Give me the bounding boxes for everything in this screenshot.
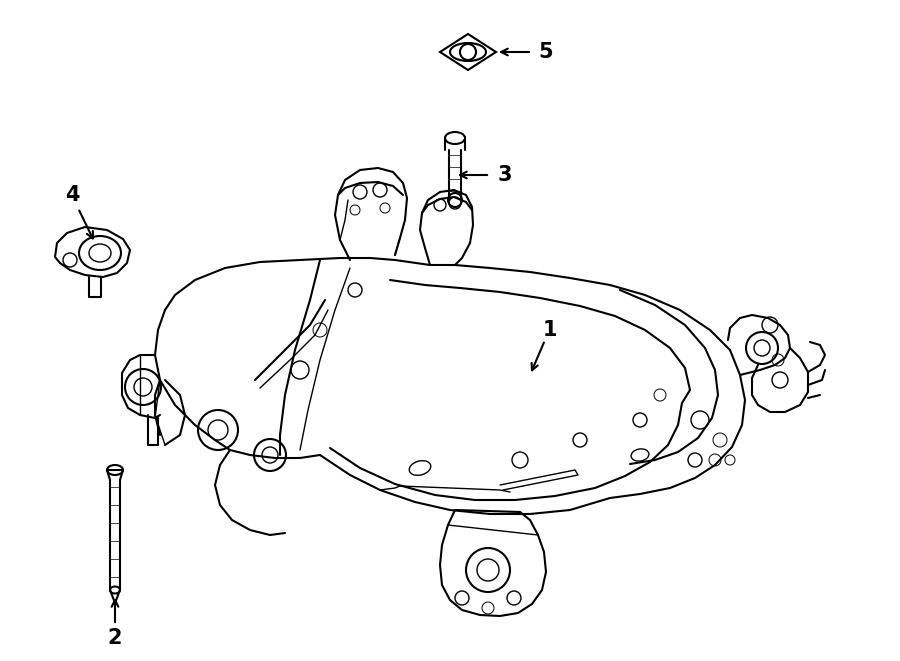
Text: 3: 3 — [498, 165, 512, 185]
Text: 1: 1 — [543, 320, 557, 340]
Text: 4: 4 — [65, 185, 79, 205]
Text: 5: 5 — [539, 42, 554, 62]
Text: 2: 2 — [108, 628, 122, 648]
